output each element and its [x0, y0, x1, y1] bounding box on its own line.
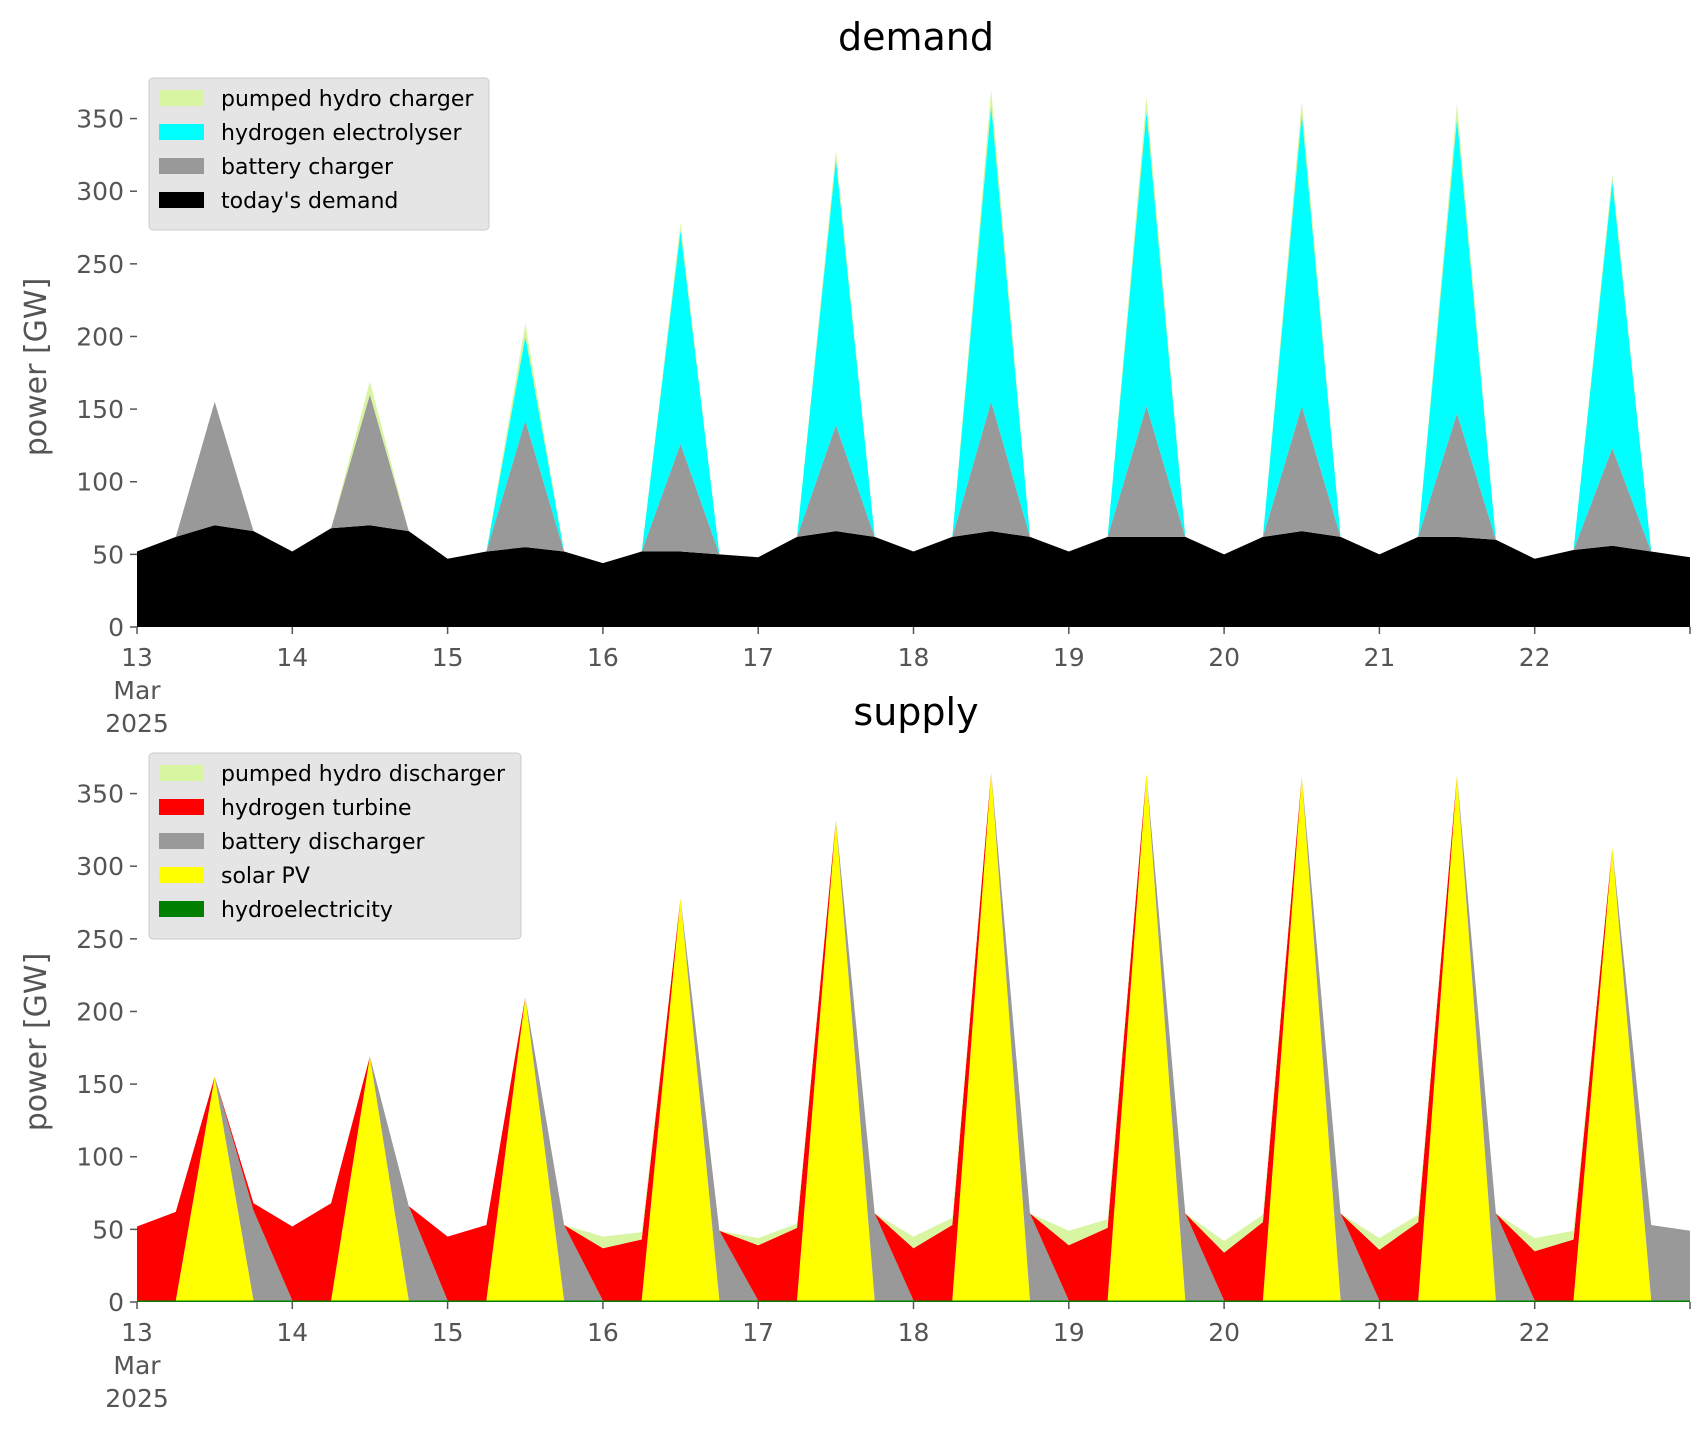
x-tick-label: 22	[1519, 643, 1551, 672]
legend: pumped hydro discharger hydrogen turbine b…	[148, 752, 522, 940]
x-tick-date-label: Mar	[113, 1351, 161, 1380]
x-tick-label: 21	[1363, 1318, 1395, 1347]
chart-title: demand	[838, 15, 994, 59]
area-today-s-demand	[137, 525, 1690, 627]
legend-swatch	[159, 90, 204, 106]
legend-swatch	[159, 901, 204, 917]
y-tick-label: 150	[76, 1070, 124, 1099]
x-tick-label: 22	[1519, 1318, 1551, 1347]
y-tick-label: 0	[108, 1288, 124, 1317]
y-tick-label: 300	[76, 177, 124, 206]
area-solar-pv	[137, 771, 1690, 1301]
x-tick-label: 14	[276, 643, 308, 672]
legend-label: battery discharger	[221, 830, 426, 855]
x-tick-label: 15	[432, 1318, 464, 1347]
chart-title: supply	[853, 690, 978, 734]
x-tick-label: 17	[742, 1318, 774, 1347]
y-axis: 0 50 100 150 200 250 300 350	[76, 780, 137, 1317]
y-tick-label: 100	[76, 1143, 124, 1172]
x-tick-label: 15	[432, 643, 464, 672]
x-tick-label: 18	[898, 643, 930, 672]
legend-swatch	[159, 124, 204, 140]
legend-label: pumped hydro charger	[221, 87, 474, 112]
y-axis-label: power [GW]	[19, 953, 54, 1132]
x-tick-label: 19	[1053, 1318, 1085, 1347]
x-tick-label: 14	[276, 1318, 308, 1347]
x-tick-label: 18	[898, 1318, 930, 1347]
x-tick-label: 13	[121, 643, 153, 672]
y-tick-label: 350	[76, 780, 124, 809]
area-layers	[137, 89, 1690, 627]
x-tick-label: 13	[121, 1318, 153, 1347]
legend-label: today's demand	[221, 189, 398, 214]
x-tick-label: 20	[1208, 643, 1240, 672]
x-tick-label: 16	[587, 1318, 619, 1347]
y-tick-label: 150	[76, 395, 124, 424]
x-axis: 13 14 15 16 17 18 19 20 21 22 Mar 2025	[105, 1302, 1691, 1413]
x-tick-label: 19	[1053, 643, 1085, 672]
y-tick-label: 0	[108, 613, 124, 642]
legend-label: pumped hydro discharger	[221, 762, 506, 787]
legend-swatch	[159, 833, 204, 849]
x-tick-date-label: Mar	[113, 676, 161, 705]
x-tick-label: 20	[1208, 1318, 1240, 1347]
area-hydrogen-turbine	[137, 771, 1690, 1301]
area-hydrogen-electrolyser	[137, 105, 1690, 564]
legend-swatch	[159, 765, 204, 781]
legend-label: hydroelectricity	[221, 898, 393, 923]
y-tick-label: 250	[76, 250, 124, 279]
area-layers	[137, 771, 1690, 1302]
legend-swatch	[159, 799, 204, 815]
y-tick-label: 200	[76, 997, 124, 1026]
legend-label: hydrogen turbine	[221, 796, 412, 821]
y-tick-label: 50	[92, 540, 124, 569]
area-hydroelectricity	[137, 1300, 1690, 1302]
legend-box	[148, 77, 490, 231]
area-battery-charger	[137, 394, 1690, 564]
legend: pumped hydro charger hydrogen electrolyse…	[148, 77, 490, 231]
x-tick-label: 16	[587, 643, 619, 672]
y-tick-label: 200	[76, 322, 124, 351]
legend-swatch	[159, 192, 204, 208]
x-tick-date-label: 2025	[105, 1384, 169, 1413]
x-axis: 13 14 15 16 17 18 19 20 21 22 Mar 2025	[105, 627, 1691, 738]
supply-chart: supply power [GW] 050100150200250300350 …	[19, 690, 1691, 1413]
legend-swatch	[159, 158, 204, 174]
legend-swatch	[159, 867, 204, 883]
y-tick-label: 300	[76, 852, 124, 881]
y-tick-label: 350	[76, 105, 124, 134]
demand-chart: demand power [GW] 050100150200250300350 …	[19, 15, 1691, 738]
x-tick-label: 21	[1363, 643, 1395, 672]
y-axis: 0 50 100 150 200 250 300 350	[76, 105, 137, 642]
x-tick-date-label: 2025	[105, 709, 169, 738]
x-tick-label: 17	[742, 643, 774, 672]
legend-box	[148, 752, 522, 940]
y-tick-label: 250	[76, 925, 124, 954]
legend-label: hydrogen electrolyser	[221, 121, 462, 146]
y-tick-label: 100	[76, 468, 124, 497]
y-axis-label: power [GW]	[19, 278, 54, 457]
legend-label: battery charger	[221, 155, 394, 180]
legend-label: solar PV	[221, 864, 310, 889]
y-tick-label: 50	[92, 1215, 124, 1244]
